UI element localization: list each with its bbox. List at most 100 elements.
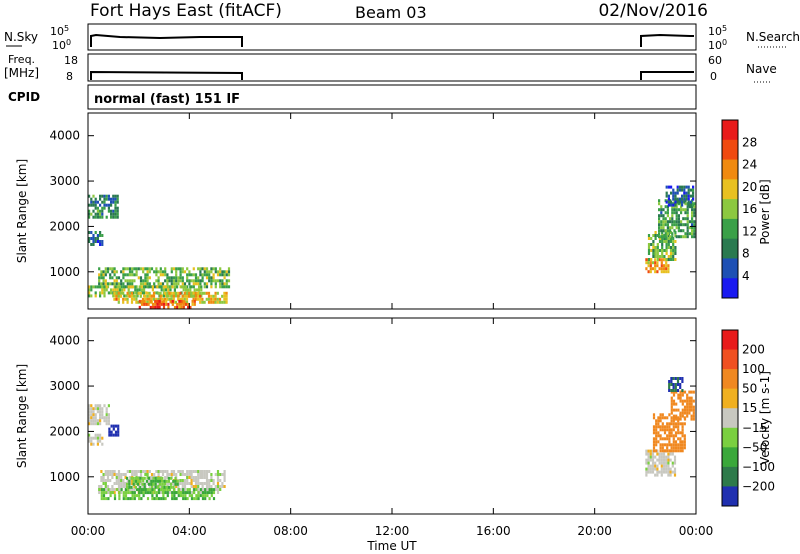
heatmap-cell bbox=[684, 211, 687, 215]
heatmap-cell bbox=[664, 223, 667, 227]
heatmap-cell bbox=[110, 203, 113, 207]
heatmap-cell bbox=[117, 473, 121, 476]
heatmap-cell bbox=[152, 297, 156, 301]
heatmap-cell bbox=[150, 485, 154, 488]
heatmap-cell bbox=[138, 285, 141, 289]
time-tick-label: 08:00 bbox=[273, 524, 308, 538]
heatmap-cell bbox=[227, 267, 231, 271]
heatmap-cell bbox=[688, 402, 691, 406]
heatmap-cell bbox=[155, 270, 158, 274]
heatmap-cell bbox=[94, 203, 97, 207]
heatmap-cell bbox=[192, 294, 195, 298]
heatmap-cell bbox=[186, 276, 189, 280]
heatmap-cell bbox=[155, 491, 158, 495]
heatmap-cell bbox=[692, 188, 695, 192]
heatmap-cell bbox=[676, 389, 680, 392]
colorbar-tick-label: 24 bbox=[742, 158, 757, 172]
heatmap-cell bbox=[114, 288, 117, 292]
heatmap-cell bbox=[116, 285, 119, 289]
heatmap-cell bbox=[195, 497, 198, 501]
heatmap-cell bbox=[139, 485, 142, 489]
heatmap-cell bbox=[100, 476, 103, 479]
heatmap-cell bbox=[170, 470, 173, 473]
heatmap-cell bbox=[662, 467, 666, 471]
heatmap-cell bbox=[122, 276, 125, 280]
heatmap-cell bbox=[159, 294, 162, 298]
heatmap-cell bbox=[160, 288, 163, 292]
heatmap-cell bbox=[206, 491, 209, 495]
heatmap-cell bbox=[116, 215, 119, 219]
heatmap-cell bbox=[658, 458, 661, 462]
heatmap-cell bbox=[129, 497, 132, 501]
heatmap-cell bbox=[90, 419, 93, 423]
heatmap-cell bbox=[100, 488, 103, 492]
heatmap-cell bbox=[670, 431, 673, 435]
heatmap-cell bbox=[169, 288, 172, 292]
heatmap-cell bbox=[90, 197, 93, 201]
heatmap-cell bbox=[672, 402, 676, 406]
heatmap-cell bbox=[661, 422, 664, 426]
heatmap-cell bbox=[120, 479, 123, 482]
heatmap-cell bbox=[94, 215, 97, 219]
y-tick-label: 1000 bbox=[49, 265, 80, 279]
heatmap-cell bbox=[183, 488, 187, 491]
heatmap-cell bbox=[128, 279, 132, 283]
heatmap-cell bbox=[96, 285, 99, 289]
heatmap-cell bbox=[670, 402, 673, 406]
heatmap-cell bbox=[114, 200, 117, 204]
heatmap-cell bbox=[658, 461, 661, 465]
heatmap-cell bbox=[647, 464, 650, 468]
heatmap-cell bbox=[166, 473, 169, 476]
heatmap-cell bbox=[92, 422, 95, 426]
heatmap-cell bbox=[207, 291, 211, 295]
heatmap-cell bbox=[208, 270, 211, 274]
heatmap-cell bbox=[682, 235, 685, 239]
heatmap-cell bbox=[657, 431, 660, 435]
heatmap-cell bbox=[662, 214, 665, 218]
heatmap-cell bbox=[225, 273, 228, 277]
heatmap-cell bbox=[649, 261, 652, 265]
heatmap-cell bbox=[183, 482, 187, 485]
heatmap-cell bbox=[677, 223, 680, 227]
heatmap-cell bbox=[115, 291, 118, 295]
heatmap-cell bbox=[166, 470, 169, 473]
heatmap-cell bbox=[672, 252, 675, 255]
heatmap-cell bbox=[677, 443, 680, 447]
heatmap-cell bbox=[690, 396, 693, 400]
heatmap-cell bbox=[668, 434, 671, 438]
heatmap-cell bbox=[107, 206, 110, 210]
heatmap-cell bbox=[140, 288, 143, 292]
heatmap-cell bbox=[664, 235, 667, 239]
heatmap-cell bbox=[133, 488, 136, 491]
heatmap-cell bbox=[665, 243, 668, 246]
heatmap-cell bbox=[679, 422, 682, 426]
heatmap-cell bbox=[157, 282, 160, 286]
heatmap-cell bbox=[120, 270, 123, 274]
heatmap-cell bbox=[677, 202, 680, 206]
heatmap-cell bbox=[652, 440, 656, 444]
heatmap-cell bbox=[666, 434, 669, 438]
heatmap-cell bbox=[664, 220, 667, 224]
heatmap-cell bbox=[688, 411, 691, 415]
heatmap-cell bbox=[660, 235, 663, 239]
heatmap-cell bbox=[652, 431, 656, 435]
heatmap-cell bbox=[685, 185, 688, 189]
heatmap-cell bbox=[166, 488, 169, 492]
heatmap-cell bbox=[662, 458, 666, 462]
heatmap-cell bbox=[686, 399, 689, 403]
heatmap-cell bbox=[159, 270, 162, 274]
heatmap-cell bbox=[172, 485, 175, 489]
heatmap-cell bbox=[681, 188, 684, 192]
heatmap-cell bbox=[174, 482, 177, 486]
heatmap-cell bbox=[94, 433, 97, 437]
heatmap-cell bbox=[221, 482, 224, 485]
heatmap-cell bbox=[679, 377, 682, 380]
heatmap-cell bbox=[159, 273, 162, 277]
heatmap-cell bbox=[672, 258, 675, 261]
heatmap-cell bbox=[124, 488, 128, 492]
heatmap-cell bbox=[166, 482, 169, 485]
heatmap-cell bbox=[686, 229, 689, 233]
heatmap-cell bbox=[203, 267, 206, 271]
heatmap-cell bbox=[130, 294, 134, 298]
heatmap-cell bbox=[145, 291, 148, 295]
